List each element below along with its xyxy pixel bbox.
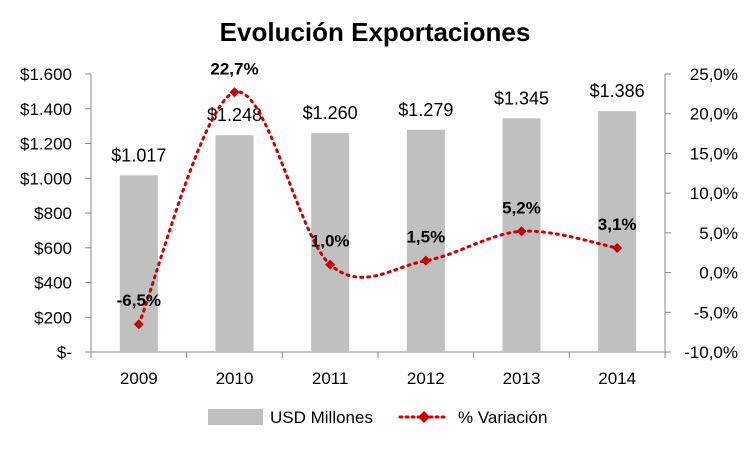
variation-line-path — [137, 90, 619, 326]
x-axis-ticks: 2009 2010 2011 2012 2013 2014 — [90, 352, 666, 388]
bar — [311, 133, 350, 352]
left-tick-label: $- — [57, 343, 72, 362]
left-tick-label: $200 — [34, 308, 72, 327]
right-tick-label: 0,0% — [699, 264, 738, 283]
legend-label-variacion: % Variación — [458, 408, 547, 427]
variation-labels: -6,5% 22,7% 1,0% 1,5% 5,2% 3,1% — [117, 59, 637, 310]
right-tick-label: -5,0% — [694, 303, 738, 322]
variation-marker — [420, 255, 431, 266]
right-tick-label: 10,0% — [690, 184, 738, 203]
x-tick-label: 2011 — [312, 369, 349, 388]
left-tick-label: $800 — [34, 204, 72, 223]
legend-swatch-variacion-marker — [418, 411, 430, 423]
bar-value-label: $1.386 — [590, 81, 645, 101]
left-axis-ticks: $- $200 $400 $600 $800 $1.000 $1.200 $1.400 $1.6… — [20, 65, 91, 362]
variation-value-label: 3,1% — [598, 215, 637, 234]
right-tick-label: -10,0% — [684, 343, 738, 362]
x-tick-label: 2010 — [216, 369, 254, 388]
legend: USD Millones % Variación — [208, 408, 547, 427]
variation-value-label: -6,5% — [117, 291, 161, 310]
x-tick-label: 2012 — [407, 369, 445, 388]
bar — [598, 111, 637, 353]
bar — [215, 135, 254, 352]
variation-marker — [325, 259, 336, 270]
variation-marker — [229, 87, 240, 98]
right-tick-label: 25,0% — [690, 65, 738, 84]
right-tick-label: 20,0% — [690, 105, 738, 124]
variation-markers — [133, 87, 623, 330]
variation-value-label: 5,2% — [502, 198, 541, 217]
variation-marker — [516, 226, 527, 237]
bar-labels: $1.017 $1.248 $1.260 $1.279 $1.345 $1.386 — [111, 81, 644, 165]
axes — [90, 74, 666, 353]
left-tick-label: $1.000 — [20, 169, 72, 188]
x-tick-label: 2014 — [598, 369, 636, 388]
bar-value-label: $1.260 — [303, 103, 358, 123]
left-tick-label: $1.400 — [20, 100, 72, 119]
right-tick-label: 15,0% — [690, 144, 738, 163]
x-tick-label: 2013 — [503, 369, 541, 388]
variation-line — [137, 90, 619, 326]
x-tick-label: 2009 — [120, 369, 158, 388]
bar-value-label: $1.279 — [398, 100, 453, 120]
left-tick-label: $400 — [34, 274, 72, 293]
bars — [119, 111, 637, 353]
right-tick-label: 5,0% — [699, 224, 738, 243]
variation-marker — [612, 242, 623, 253]
legend-label-usd-millones: USD Millones — [270, 408, 373, 427]
variation-value-label: 22,7% — [210, 59, 258, 78]
chart-title: Evolución Exportaciones — [220, 17, 531, 47]
left-tick-label: $600 — [34, 239, 72, 258]
legend-swatch-usd-millones — [208, 409, 263, 425]
bar-value-label: $1.248 — [207, 105, 262, 125]
bar — [406, 129, 445, 352]
right-axis-ticks: -10,0% -5,0% 0,0% 5,0% 10,0% 15,0% 20,0% 25,0% — [665, 65, 738, 362]
left-tick-label: $1.600 — [20, 65, 72, 84]
variation-value-label: 1,0% — [311, 232, 350, 251]
variation-marker — [133, 319, 144, 330]
bar-value-label: $1.017 — [111, 145, 166, 165]
bar-value-label: $1.345 — [494, 88, 549, 108]
left-tick-label: $1.200 — [20, 135, 72, 154]
variation-value-label: 1,5% — [406, 228, 445, 247]
